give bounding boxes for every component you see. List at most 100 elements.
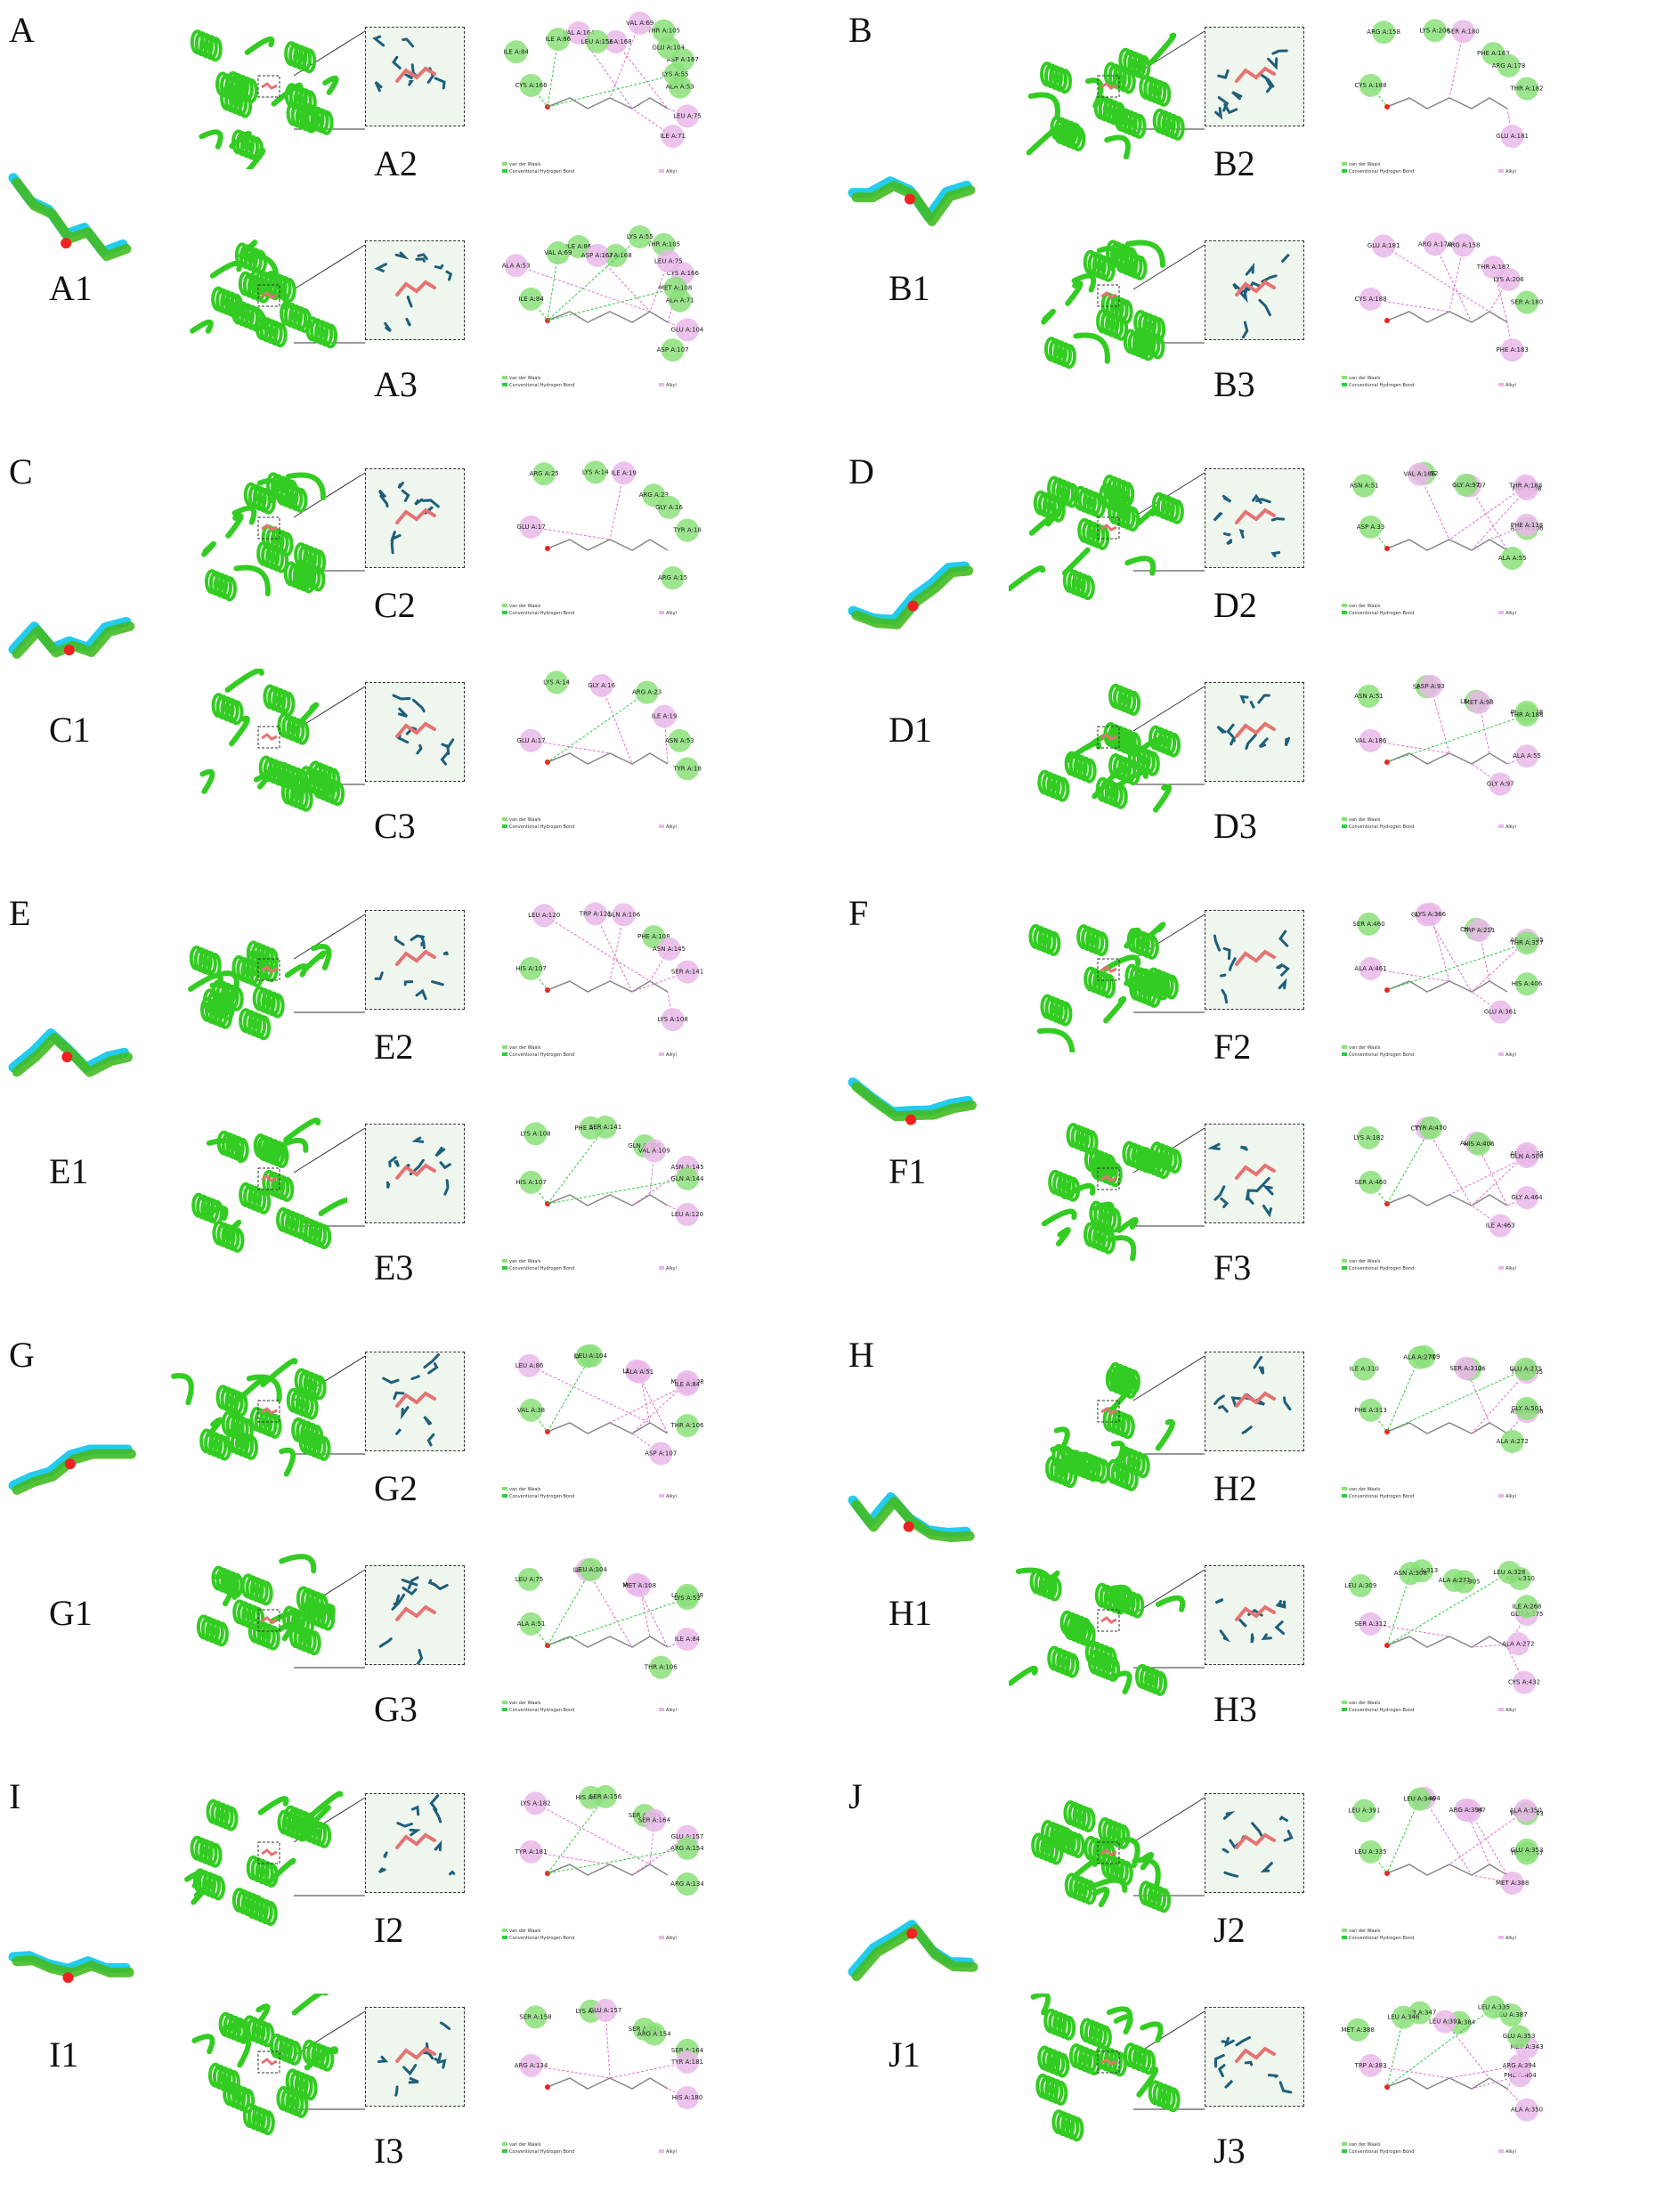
residue-label: TYR A:18 [672, 765, 702, 772]
hydrogen-bond [547, 1597, 688, 1646]
helix [240, 1573, 273, 1606]
alkyl-bond [1424, 1798, 1473, 1876]
residue-label: ALA A:461 [1354, 965, 1386, 972]
beta-strand [279, 1447, 296, 1477]
pocket-closeup [386, 1136, 451, 1196]
residue-node: VAL A:69 [626, 12, 653, 35]
legend-vdw: van der Waals [1349, 1259, 1381, 1264]
hydrogen-bond [1386, 1357, 1420, 1433]
helix [211, 693, 244, 726]
interaction-map: GLU A:17 GLY A:16 LYS A:14 ILE A:19 ARG A:23… [499, 664, 703, 833]
ligand-pose-b [851, 565, 974, 629]
residue-stick [1250, 1633, 1254, 1644]
helix [262, 1169, 295, 1202]
residue-label: SER A:180 [1447, 28, 1479, 35]
residue-stick [382, 1377, 400, 1385]
residue-label: ARG A:154 [670, 1845, 703, 1852]
residue-stick [1221, 2040, 1230, 2045]
residue-label: HIS A:180 [575, 1794, 605, 1801]
hydrogen-bond [1386, 1799, 1420, 1874]
legend-alkyl: Alkyl [666, 2149, 677, 2155]
beta-strand [184, 1871, 203, 1888]
residue-stick [1222, 532, 1231, 537]
alkyl-bond [1434, 244, 1473, 323]
residue-stick [404, 73, 414, 80]
helix [1037, 769, 1070, 802]
beta-strand [214, 1572, 239, 1600]
protein-structure [1009, 1343, 1187, 1494]
residue-node: SER A:141 [589, 1115, 621, 1139]
beta-strand [236, 1375, 268, 1402]
legend-vdw: van der Waals [509, 817, 541, 823]
residue-stick [401, 1406, 410, 1420]
helix [286, 101, 319, 134]
binding-pocket-zoom [365, 1352, 465, 1451]
residue-label: ASN A:51 [1354, 693, 1384, 700]
residue-node: LYS A:14 [543, 670, 571, 694]
protein-cartoon [188, 940, 332, 1041]
residue-label: ALA A:53 [666, 84, 694, 91]
helix [1062, 567, 1095, 600]
residue-label: ALA A:271 [1439, 1577, 1471, 1584]
helix [283, 561, 316, 594]
legend-vdw: van der Waals [1349, 376, 1381, 381]
residue-node: MET A:108 [659, 276, 692, 300]
pocket-closeup [1213, 49, 1288, 120]
residue-stick [1213, 1394, 1225, 1406]
panel-letter: J [848, 1776, 863, 1816]
legend-hbond: Conventional Hydrogen Bond [1349, 383, 1414, 388]
residue-stick [1213, 512, 1223, 522]
residue-stick [1213, 106, 1223, 120]
residue-stick [410, 934, 425, 941]
beta-strand [1102, 954, 1141, 972]
residue-label: ASP A:93 [1416, 683, 1445, 690]
residue-label: THR A:188 [1509, 711, 1543, 719]
residue-stick [397, 481, 404, 490]
residue-label: ILE A:19 [611, 469, 637, 476]
residue-stick [394, 935, 405, 946]
bound-ligand [261, 733, 278, 741]
residue-stick [1217, 2064, 1226, 2078]
beta-strand [1131, 57, 1148, 74]
helix [1138, 1147, 1171, 1180]
residue-stick [402, 37, 415, 48]
protein-structure [169, 901, 347, 1052]
beta-strand [209, 982, 229, 1015]
residue-label: PHE A:313 [1354, 1407, 1387, 1414]
residue-label: ALA A:55 [1513, 752, 1541, 759]
protein-structure [169, 1343, 347, 1494]
alkyl-bond [631, 1381, 688, 1434]
beta-strand [240, 253, 280, 285]
ligand-label: J1 [889, 2034, 921, 2075]
residue-label: ILE A:268 [1513, 1603, 1542, 1610]
beta-strand [1139, 1851, 1155, 1871]
residue-label: ARG A:23 [632, 689, 661, 696]
residue-node: ARG A:178 [1418, 232, 1452, 256]
beta-strand [1007, 1665, 1038, 1686]
residue-node: MET A:98 [1465, 690, 1494, 714]
protein-cartoon [1006, 474, 1184, 600]
beta-strand [304, 2046, 338, 2071]
beta-strand [1124, 927, 1141, 949]
residue-label: TRP A:211 [1462, 927, 1495, 934]
beta-strand [1103, 995, 1127, 1024]
beta-strand [1152, 784, 1173, 813]
pocket-closeup [1213, 493, 1286, 557]
residue-stick [440, 2021, 451, 2031]
ligand-label: E1 [49, 1151, 89, 1191]
helix [246, 1855, 279, 1888]
residue-stick [410, 1374, 421, 1381]
residue-node: VAL A:109 [638, 1139, 670, 1163]
beta-strand [1086, 1877, 1128, 1893]
residue-stick [374, 971, 384, 980]
residue-stick [429, 1794, 440, 1812]
beta-strand [188, 972, 223, 992]
alkyl-bond [1471, 488, 1528, 551]
panel-b: B B1 B2 CYS A:188 LYS A:206 ARG A:158 PHE A:18… [840, 0, 1679, 442]
residue-stick [1226, 539, 1233, 546]
beta-strand [1050, 1445, 1075, 1473]
helix [1031, 1832, 1064, 1865]
